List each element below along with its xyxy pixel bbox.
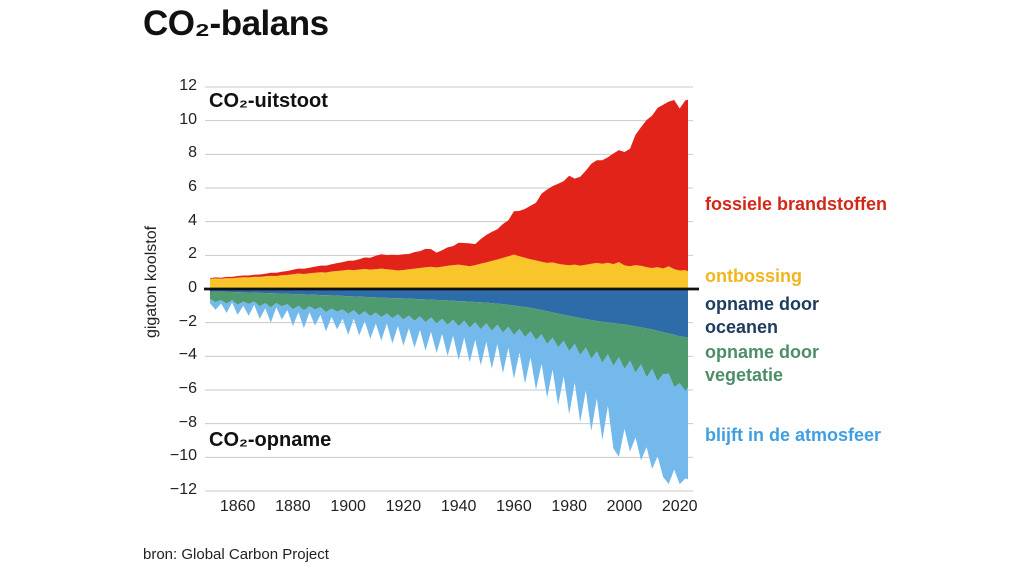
x-tick-label: 2000 xyxy=(606,498,643,515)
x-tick-label: 1980 xyxy=(551,498,587,515)
legend-opname-door-oceanen: opname door oceanen xyxy=(705,294,820,337)
y-tick-label: 8 xyxy=(188,144,197,162)
legend-ontbossing: ontbossing xyxy=(705,266,802,286)
x-tick-label: 1960 xyxy=(496,498,532,515)
y-tick-label: −4 xyxy=(178,346,197,364)
y-tick-label: −12 xyxy=(169,481,197,498)
x-tick-label: 2020 xyxy=(661,498,698,515)
x-tick-label: 1920 xyxy=(385,498,422,515)
legend-fossiele-brandstoffen: fossiele brandstoffen xyxy=(705,194,888,214)
page-title: CO₂-balans xyxy=(143,4,329,43)
y-tick-label: −8 xyxy=(178,413,197,431)
legend-blijft-in-de-atmosfeer: blijft in de atmosfeer xyxy=(705,425,882,445)
source-credit: bron: Global Carbon Project xyxy=(143,546,329,563)
y-tick-label: 2 xyxy=(188,245,197,263)
emissions-section-heading: CO₂-uitstoot xyxy=(209,90,328,112)
y-tick-label: −10 xyxy=(169,447,197,465)
y-tick-label: 12 xyxy=(179,77,197,94)
legend-opname-door-vegetatie: opname door vegetatie xyxy=(705,342,820,385)
y-tick-label: 0 xyxy=(188,279,197,296)
x-tick-label: 1860 xyxy=(219,498,256,515)
y-tick-label: −6 xyxy=(178,380,197,397)
uptake-section-heading: CO₂-opname xyxy=(209,429,332,451)
x-tick-label: 1940 xyxy=(440,498,477,515)
y-tick-label: 10 xyxy=(179,110,197,128)
x-tick-label: 1880 xyxy=(275,498,311,515)
x-tick-label: 1900 xyxy=(330,498,366,515)
y-tick-label: 6 xyxy=(188,178,197,195)
y-tick-label: 4 xyxy=(188,211,197,229)
y-tick-label: −2 xyxy=(178,312,197,330)
